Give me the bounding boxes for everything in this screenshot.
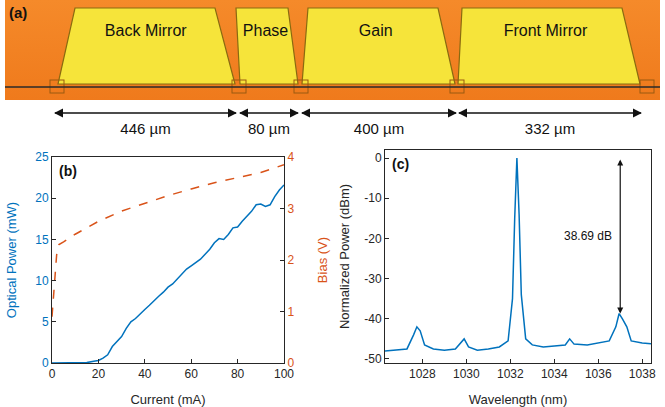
svg-text:2: 2 <box>287 253 294 267</box>
svg-text:100: 100 <box>274 367 294 381</box>
svg-text:40: 40 <box>138 367 152 381</box>
svg-text:Wavelength (nm): Wavelength (nm) <box>469 392 568 407</box>
svg-text:(b): (b) <box>59 163 77 179</box>
svg-text:1: 1 <box>287 305 294 319</box>
svg-text:(c): (c) <box>392 156 409 172</box>
svg-text:60: 60 <box>185 367 199 381</box>
svg-text:400 µm: 400 µm <box>354 120 404 137</box>
svg-text:1030: 1030 <box>453 367 480 381</box>
svg-text:1028: 1028 <box>409 367 436 381</box>
svg-text:10: 10 <box>35 274 49 288</box>
svg-text:80: 80 <box>231 367 245 381</box>
svg-text:-50: -50 <box>364 352 382 366</box>
svg-text:1036: 1036 <box>585 367 612 381</box>
svg-text:0: 0 <box>49 367 56 381</box>
svg-text:332 µm: 332 µm <box>525 120 575 137</box>
svg-text:80 µm: 80 µm <box>248 120 290 137</box>
svg-text:4: 4 <box>287 150 294 164</box>
svg-text:20: 20 <box>35 191 49 205</box>
svg-text:(a): (a) <box>9 4 27 21</box>
svg-text:1038: 1038 <box>629 367 656 381</box>
svg-text:-40: -40 <box>364 312 382 326</box>
svg-text:Back Mirror: Back Mirror <box>105 22 187 39</box>
svg-text:25: 25 <box>35 150 49 164</box>
svg-text:0: 0 <box>42 356 49 370</box>
svg-text:15: 15 <box>35 233 49 247</box>
svg-text:Front Mirror: Front Mirror <box>504 22 588 39</box>
svg-text:Gain: Gain <box>359 22 393 39</box>
svg-text:0: 0 <box>287 356 294 370</box>
svg-text:1032: 1032 <box>497 367 524 381</box>
svg-text:Optical Power (mW): Optical Power (mW) <box>4 202 19 318</box>
svg-text:38.69 dB: 38.69 dB <box>564 229 612 243</box>
svg-text:Normalized Power (dBm): Normalized Power (dBm) <box>337 184 352 329</box>
svg-text:1034: 1034 <box>541 367 568 381</box>
svg-text:-20: -20 <box>364 232 382 246</box>
svg-text:-30: -30 <box>364 272 382 286</box>
svg-text:Current (mA): Current (mA) <box>130 392 205 407</box>
svg-text:Phase: Phase <box>243 22 288 39</box>
svg-text:3: 3 <box>287 202 294 216</box>
svg-text:-10: -10 <box>364 191 382 205</box>
svg-text:0: 0 <box>375 151 382 165</box>
svg-text:20: 20 <box>92 367 106 381</box>
svg-text:Bias (V): Bias (V) <box>315 237 330 283</box>
svg-text:446 µm: 446 µm <box>120 120 170 137</box>
svg-text:5: 5 <box>42 315 49 329</box>
